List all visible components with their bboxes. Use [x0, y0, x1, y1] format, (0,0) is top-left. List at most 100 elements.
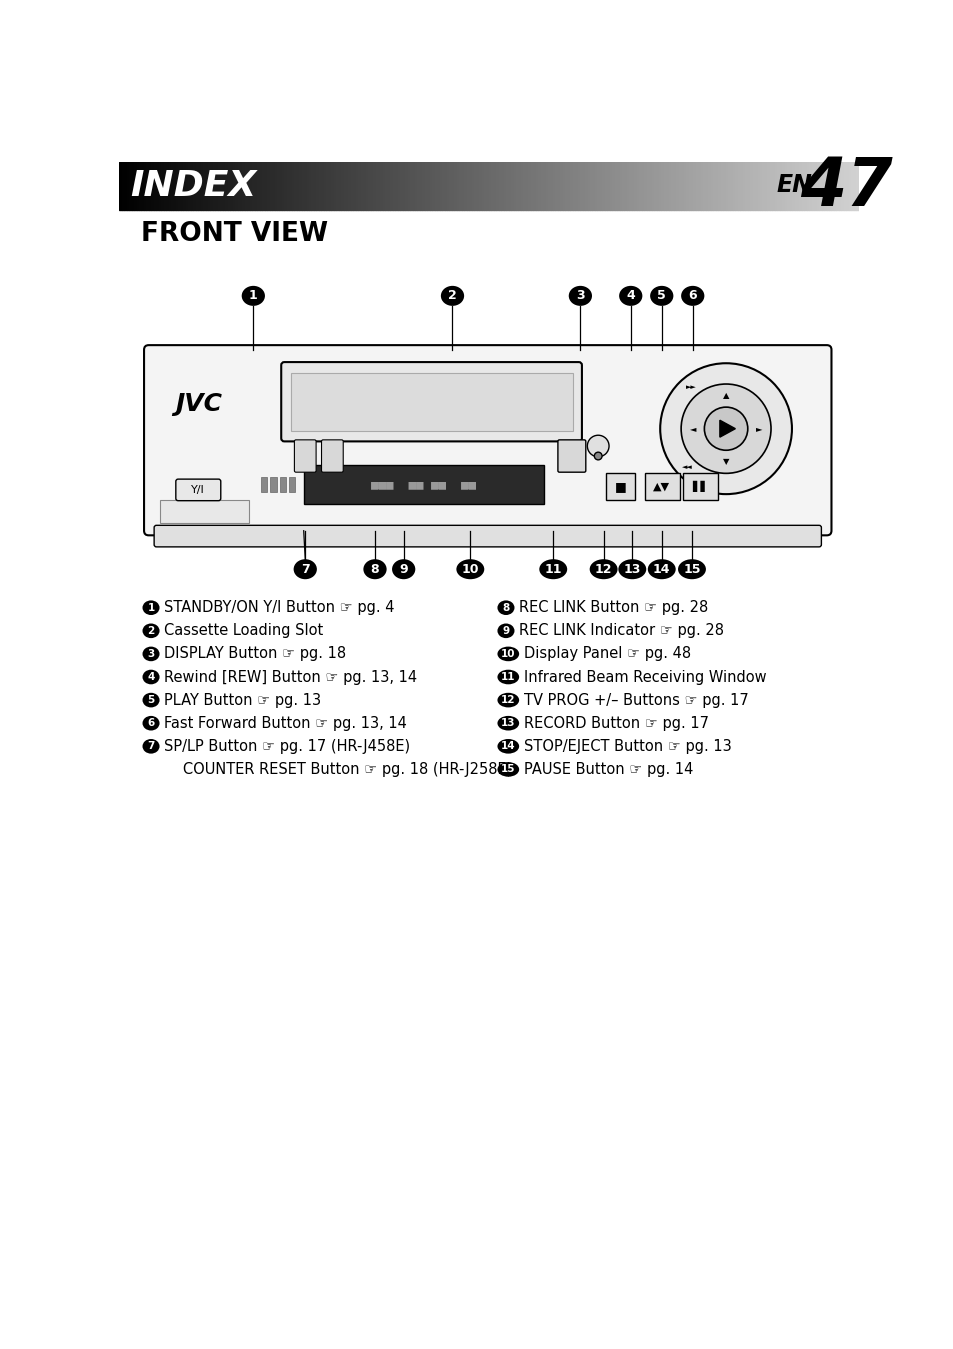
- Bar: [605, 473, 635, 500]
- Bar: [368, 162, 370, 209]
- Ellipse shape: [142, 600, 159, 615]
- Bar: [318, 162, 321, 209]
- Bar: [211, 162, 213, 209]
- Bar: [133, 162, 136, 209]
- Bar: [441, 162, 444, 209]
- Ellipse shape: [363, 560, 386, 579]
- Bar: [161, 162, 163, 209]
- Bar: [195, 162, 198, 209]
- Text: ▼: ▼: [722, 457, 728, 467]
- Ellipse shape: [497, 762, 518, 777]
- Bar: [173, 162, 175, 209]
- Bar: [845, 162, 848, 209]
- Bar: [193, 162, 195, 209]
- Bar: [343, 162, 346, 209]
- Bar: [599, 162, 601, 209]
- Bar: [806, 162, 808, 209]
- Bar: [853, 162, 855, 209]
- Bar: [314, 162, 316, 209]
- Bar: [272, 162, 274, 209]
- Bar: [424, 162, 427, 209]
- Bar: [407, 162, 410, 209]
- Bar: [181, 162, 183, 209]
- Bar: [191, 162, 193, 209]
- Ellipse shape: [294, 560, 316, 579]
- Bar: [417, 162, 419, 209]
- Text: 3: 3: [148, 649, 154, 658]
- Bar: [205, 162, 208, 209]
- Bar: [304, 162, 306, 209]
- Ellipse shape: [497, 693, 518, 707]
- Bar: [335, 162, 338, 209]
- Bar: [643, 162, 646, 209]
- Text: Display Panel ☞ pg. 48: Display Panel ☞ pg. 48: [523, 646, 690, 661]
- Bar: [742, 162, 744, 209]
- Bar: [284, 162, 287, 209]
- Text: 10: 10: [500, 649, 515, 658]
- Bar: [850, 162, 853, 209]
- Bar: [289, 162, 292, 209]
- Bar: [732, 162, 735, 209]
- Ellipse shape: [649, 286, 673, 306]
- Bar: [491, 162, 494, 209]
- Ellipse shape: [497, 669, 518, 684]
- Bar: [144, 162, 146, 209]
- Bar: [604, 162, 606, 209]
- Bar: [292, 162, 294, 209]
- Bar: [188, 162, 191, 209]
- Bar: [178, 162, 181, 209]
- Bar: [230, 162, 233, 209]
- Bar: [747, 162, 749, 209]
- Bar: [270, 162, 272, 209]
- Text: SP/LP Button ☞ pg. 17 (HR-J458E): SP/LP Button ☞ pg. 17 (HR-J458E): [164, 739, 410, 754]
- Bar: [471, 162, 474, 209]
- Text: INDEX: INDEX: [130, 169, 256, 202]
- Bar: [828, 162, 831, 209]
- Bar: [422, 162, 424, 209]
- Bar: [234, 162, 237, 209]
- Bar: [550, 162, 553, 209]
- Bar: [592, 162, 595, 209]
- Ellipse shape: [142, 716, 159, 731]
- Bar: [488, 162, 491, 209]
- FancyBboxPatch shape: [144, 345, 831, 536]
- Bar: [466, 162, 469, 209]
- Bar: [705, 162, 707, 209]
- Ellipse shape: [142, 693, 159, 707]
- Text: ▲: ▲: [722, 391, 728, 401]
- Bar: [252, 162, 254, 209]
- Bar: [405, 162, 407, 209]
- Bar: [779, 162, 781, 209]
- FancyBboxPatch shape: [294, 440, 315, 472]
- Text: 9: 9: [502, 626, 509, 635]
- Bar: [777, 162, 779, 209]
- Text: 13: 13: [500, 718, 515, 728]
- Bar: [228, 162, 230, 209]
- Bar: [737, 162, 740, 209]
- Polygon shape: [720, 421, 735, 437]
- Circle shape: [594, 452, 601, 460]
- Bar: [257, 162, 259, 209]
- Bar: [119, 162, 122, 209]
- Bar: [838, 162, 841, 209]
- Bar: [311, 162, 314, 209]
- Bar: [469, 162, 471, 209]
- Bar: [542, 162, 545, 209]
- Bar: [213, 162, 215, 209]
- Bar: [525, 162, 528, 209]
- Bar: [160, 500, 249, 523]
- Bar: [559, 162, 562, 209]
- Text: ▲▼: ▲▼: [653, 482, 670, 492]
- Text: 47: 47: [799, 154, 891, 220]
- Bar: [129, 162, 132, 209]
- Text: 1: 1: [249, 289, 257, 302]
- Bar: [393, 162, 395, 209]
- Text: 10: 10: [461, 563, 478, 576]
- Bar: [634, 162, 637, 209]
- Bar: [363, 162, 365, 209]
- Text: 4: 4: [626, 289, 635, 302]
- Text: 8: 8: [502, 603, 509, 612]
- Text: REC LINK Button ☞ pg. 28: REC LINK Button ☞ pg. 28: [518, 600, 708, 615]
- Bar: [720, 162, 722, 209]
- Bar: [452, 162, 454, 209]
